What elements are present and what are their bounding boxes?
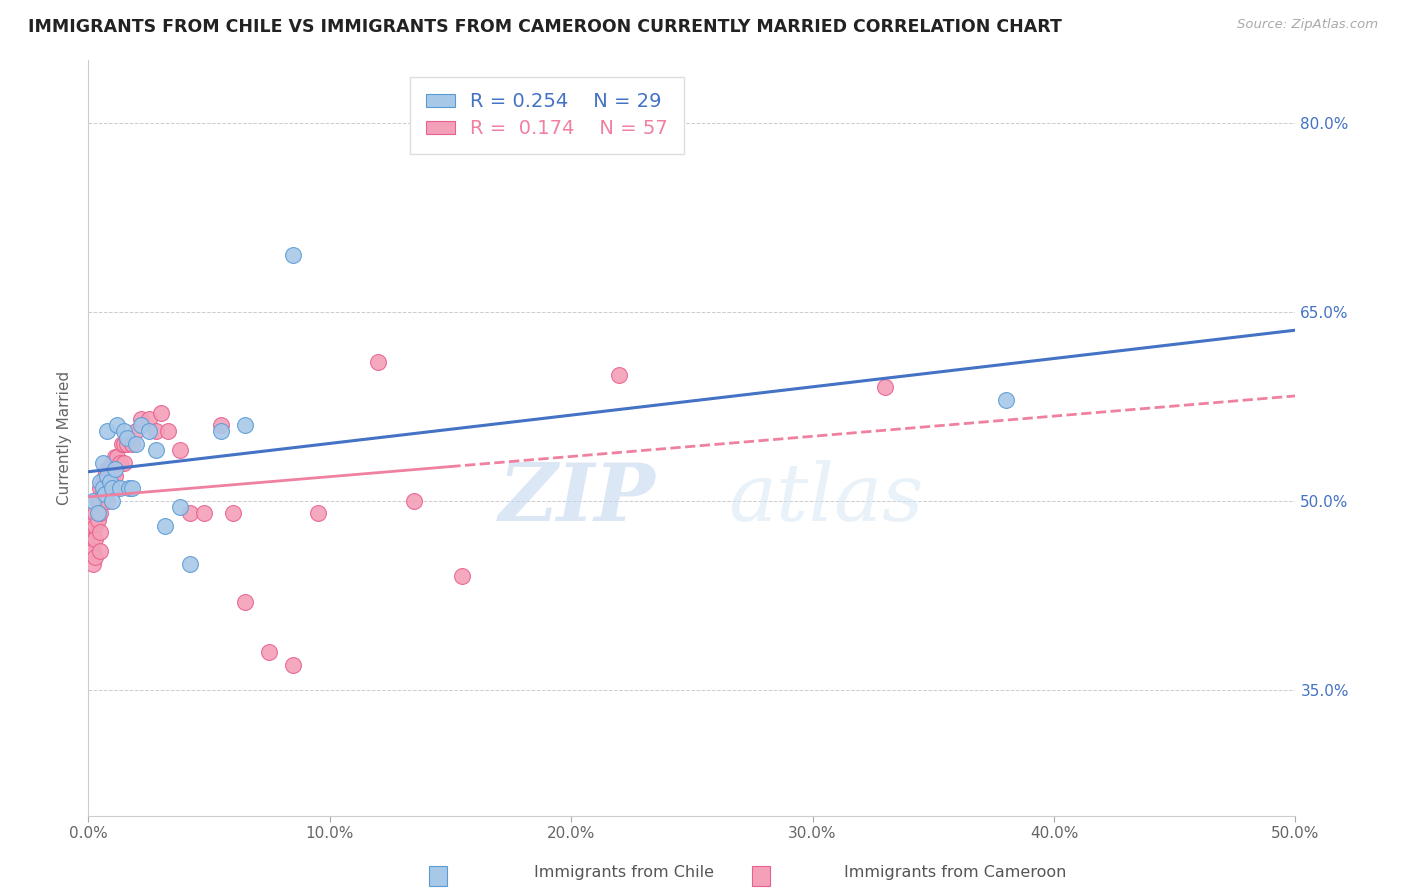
Point [145, 443, 167, 458]
Point [129, 418, 152, 433]
Point [94, 468, 117, 483]
Point [91, 487, 114, 501]
Text: Immigrants from Cameroon: Immigrants from Cameroon [844, 865, 1066, 880]
Point [111, 437, 134, 451]
Point [115, 431, 138, 445]
Point [125, 437, 148, 451]
Point [82, 544, 104, 558]
Point [87, 513, 110, 527]
Point [209, 425, 232, 439]
Point [169, 443, 191, 458]
Point [994, 392, 1017, 407]
Point [233, 418, 256, 433]
Point [96, 475, 118, 489]
Point [89, 481, 111, 495]
Point [89, 475, 111, 489]
Point [89, 544, 111, 558]
Point [283, 248, 305, 262]
Point [169, 500, 191, 514]
Point [108, 456, 131, 470]
Point [89, 493, 111, 508]
Point [283, 657, 305, 672]
Point [209, 418, 232, 433]
Point [105, 450, 128, 464]
Point [98, 481, 121, 495]
Point [87, 507, 110, 521]
Point [404, 493, 426, 508]
Text: Immigrants from Chile: Immigrants from Chile [534, 865, 714, 880]
Point [104, 450, 127, 464]
Point [87, 493, 110, 508]
Point [98, 462, 121, 476]
Point [451, 569, 474, 583]
Point [367, 355, 389, 369]
Point [104, 468, 127, 483]
Point [112, 425, 135, 439]
Point [179, 557, 201, 571]
Point [104, 462, 127, 476]
Point [101, 493, 124, 508]
Point [112, 456, 135, 470]
Point [101, 468, 124, 483]
Point [108, 481, 131, 495]
Point [84, 519, 107, 533]
Point [112, 437, 135, 451]
Point [121, 437, 143, 451]
Point [115, 437, 138, 451]
Point [121, 481, 143, 495]
Point [233, 594, 256, 608]
Point [155, 519, 177, 533]
Point [138, 412, 160, 426]
Point [91, 481, 114, 495]
Point [609, 368, 631, 382]
Point [156, 425, 179, 439]
Point [84, 507, 107, 521]
Text: atlas: atlas [728, 459, 924, 537]
Point [129, 412, 152, 426]
Point [222, 507, 245, 521]
Text: ZIP: ZIP [499, 459, 655, 537]
Text: Source: ZipAtlas.com: Source: ZipAtlas.com [1237, 18, 1378, 31]
Point [94, 481, 117, 495]
Point [101, 481, 124, 495]
Point [84, 550, 107, 565]
Point [96, 468, 118, 483]
Point [193, 507, 215, 521]
Point [149, 405, 172, 419]
Point [96, 462, 118, 476]
Point [98, 475, 121, 489]
Point [89, 507, 111, 521]
Point [79, 538, 101, 552]
Point [82, 493, 104, 508]
Point [91, 456, 114, 470]
Point [145, 425, 167, 439]
Point [91, 475, 114, 489]
Point [125, 425, 148, 439]
Point [873, 380, 896, 394]
Point [96, 425, 118, 439]
Point [138, 425, 160, 439]
Point [257, 645, 280, 659]
Point [79, 519, 101, 533]
Legend: R = 0.254    N = 29, R =  0.174    N = 57: R = 0.254 N = 29, R = 0.174 N = 57 [411, 77, 683, 153]
Point [84, 532, 107, 546]
Point [82, 557, 104, 571]
Point [105, 418, 128, 433]
Point [94, 487, 117, 501]
Point [307, 507, 329, 521]
Point [101, 456, 124, 470]
Point [179, 507, 201, 521]
Point [118, 481, 141, 495]
Point [101, 481, 124, 495]
Point [82, 532, 104, 546]
Point [96, 493, 118, 508]
Point [89, 525, 111, 540]
Text: IMMIGRANTS FROM CHILE VS IMMIGRANTS FROM CAMEROON CURRENTLY MARRIED CORRELATION : IMMIGRANTS FROM CHILE VS IMMIGRANTS FROM… [28, 18, 1062, 36]
Y-axis label: Currently Married: Currently Married [58, 371, 72, 505]
